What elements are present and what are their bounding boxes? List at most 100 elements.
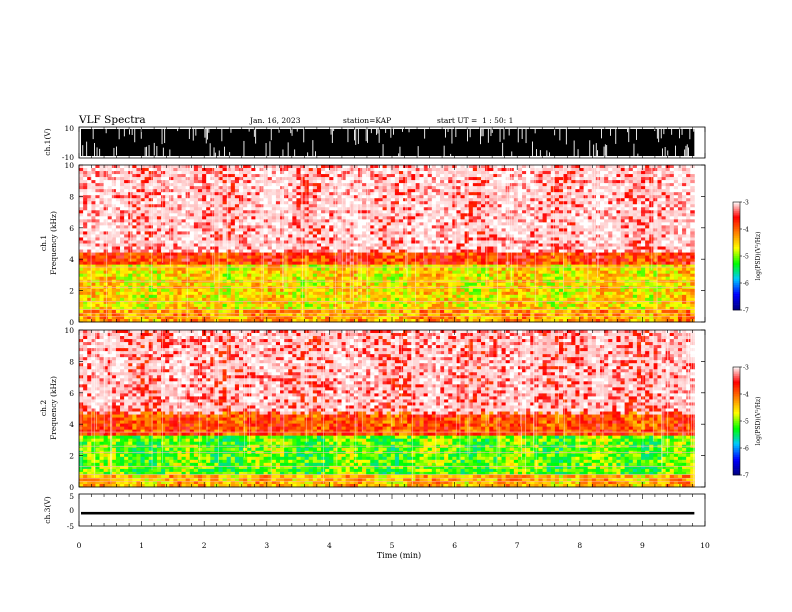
spectrogram-cell	[321, 225, 326, 229]
spectrogram-cell	[218, 183, 223, 187]
spectrogram-cell	[398, 168, 404, 172]
spectrogram-cell	[370, 180, 375, 184]
spectrogram-cell	[230, 249, 236, 253]
spectrogram-cell	[337, 207, 342, 211]
spectrogram-cell	[563, 210, 568, 214]
spectrogram-cell	[386, 216, 392, 220]
spectrogram-cell	[419, 207, 425, 211]
spectrogram-cell	[571, 243, 576, 247]
spectrogram-cell	[370, 177, 375, 181]
ch1-waveform-gap	[146, 146, 147, 157]
spectrogram-cell	[575, 186, 580, 190]
spectrogram-cell	[390, 174, 396, 178]
spectrogram-cell	[632, 207, 638, 211]
spectrogram-cell	[587, 216, 593, 220]
spectrogram-cell	[632, 243, 638, 247]
spectrogram-cell	[193, 174, 199, 178]
spectrogram-cell	[312, 204, 318, 208]
spectrogram-cell	[197, 195, 203, 199]
spectrogram-cell	[152, 210, 158, 214]
spectrogram-cell	[448, 177, 453, 181]
spectrogram-cell	[677, 207, 683, 211]
spectrogram-cell	[316, 228, 322, 232]
spectrogram-cell	[173, 207, 178, 211]
spectrogram-cell	[653, 201, 658, 205]
spectrogram-cell	[460, 216, 466, 220]
ch1-waveform-gap	[290, 128, 292, 134]
spectrogram-cell	[390, 186, 396, 190]
spectrogram-cell	[222, 213, 228, 217]
spectrogram-cell	[362, 192, 367, 196]
ch1-waveform-gap	[660, 128, 662, 139]
spectrogram-cell	[620, 237, 626, 241]
spectrogram-cell	[673, 222, 679, 226]
spectrogram-cell	[509, 210, 515, 214]
spectrogram-cell	[608, 231, 613, 235]
spectrogram-cell	[120, 252, 125, 256]
spectrogram-cell	[398, 231, 404, 235]
spectrogram-cell	[83, 258, 88, 263]
spectrogram-cell	[152, 192, 158, 196]
spectrogram-cell	[140, 234, 146, 238]
spectrogram-cell	[234, 231, 240, 235]
spectrogram-cell	[444, 201, 449, 205]
spectrogram-cell	[156, 249, 162, 253]
spectrogram-cell	[628, 180, 634, 184]
spectrogram-cell	[271, 207, 277, 211]
spectrogram-cell	[292, 231, 297, 235]
spectrogram-cell	[374, 240, 379, 244]
spectrogram-cell	[185, 225, 191, 229]
spectrogram-cell	[148, 243, 154, 247]
spectrogram-cell	[636, 183, 642, 187]
spectrogram-cell	[169, 240, 174, 244]
spectrogram-cell	[579, 216, 584, 220]
spectrogram-cell	[542, 183, 548, 187]
spectrogram-cell	[325, 165, 330, 169]
spectrogram-cell	[325, 243, 330, 247]
spectrogram-cell	[189, 258, 195, 263]
spectrogram-cell	[124, 246, 129, 250]
spectrogram-cell	[321, 165, 326, 169]
spectrogram-cell	[542, 195, 548, 199]
spectrogram-cell	[657, 240, 662, 244]
spectrogram-cell	[230, 255, 236, 259]
ch1-waveform-gap	[685, 145, 687, 157]
spectrogram-cell	[136, 234, 141, 238]
spectrogram-cell	[91, 186, 96, 190]
spectrogram-cell	[419, 219, 425, 223]
spectrogram-cell	[140, 195, 146, 199]
spectrogram-cell	[251, 186, 256, 190]
spectrogram-cell	[312, 186, 318, 190]
spectrogram-cell	[645, 255, 650, 259]
spectrogram-cell	[419, 195, 425, 199]
spectrogram-cell	[427, 195, 433, 199]
spectrogram-cell	[407, 180, 412, 184]
spectrogram-cell	[628, 243, 634, 247]
spectrogram-cell	[612, 213, 617, 217]
spectrogram-cell	[411, 213, 416, 217]
spectrogram-cell	[107, 183, 113, 187]
spectrogram-cell	[394, 204, 400, 208]
spectrogram-cell	[481, 216, 486, 220]
spectrogram-cell	[636, 180, 642, 184]
spectrogram-cell	[193, 225, 199, 229]
spectrogram-cell	[292, 219, 297, 223]
spectrogram-cell	[538, 198, 543, 202]
spectrogram-cell	[481, 231, 486, 235]
spectrogram-cell	[632, 246, 638, 250]
spectrogram-cell	[91, 183, 96, 187]
spectrogram-cell	[460, 255, 466, 259]
spectrogram-cell	[202, 258, 207, 263]
spectrogram-cell	[579, 177, 584, 181]
spectrogram-cell	[657, 201, 662, 205]
spectrogram-cell	[214, 249, 219, 253]
spectrogram-cell	[87, 258, 92, 263]
spectrogram-cell	[234, 201, 240, 205]
spectrogram-cell	[308, 201, 314, 205]
spectrogram-cell	[337, 183, 342, 187]
spectrogram-cell	[612, 246, 617, 250]
spectrogram-cell	[251, 222, 256, 226]
spectrogram-cell	[468, 171, 474, 175]
spectrogram-cell	[308, 258, 314, 263]
spectrogram-cell	[189, 192, 195, 196]
